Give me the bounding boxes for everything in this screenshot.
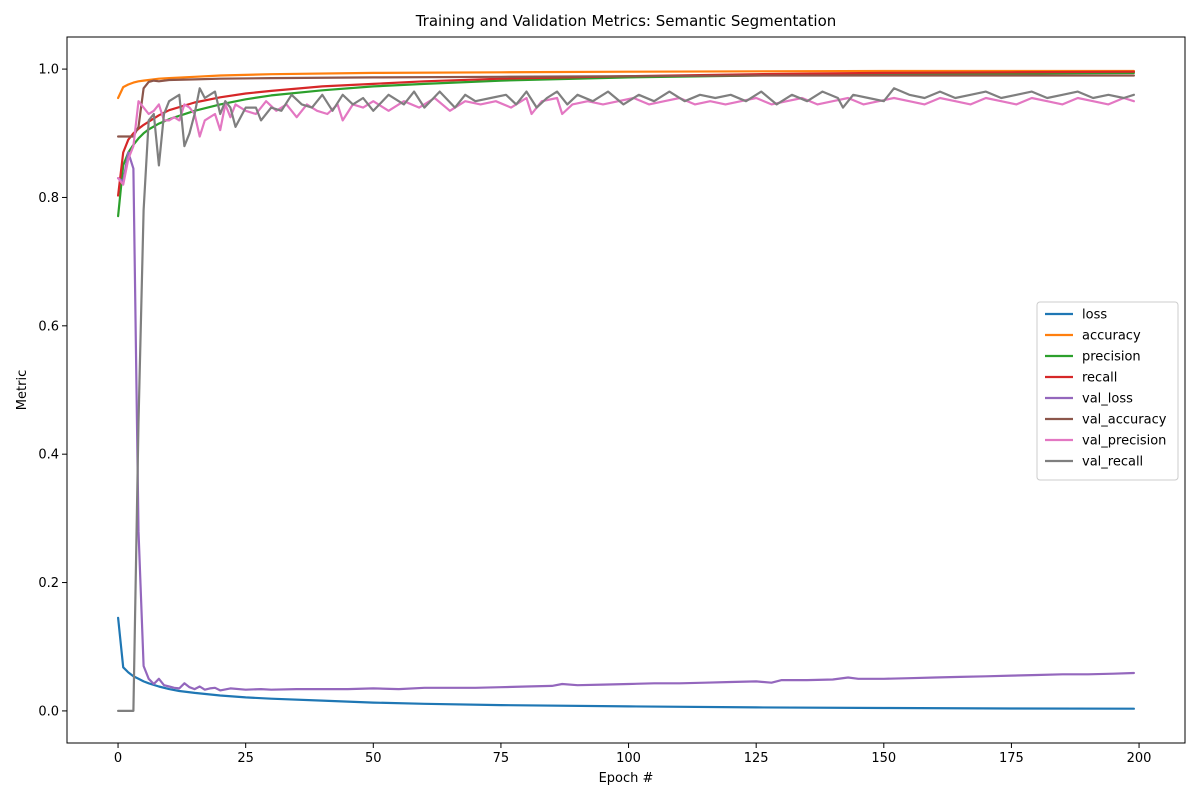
y-tick-label: 0.0: [38, 704, 59, 719]
y-tick-label: 0.6: [38, 319, 59, 334]
x-tick-label: 100: [616, 751, 641, 766]
x-tick-label: 175: [999, 751, 1024, 766]
series-line-accuracy: [116, 69, 1136, 100]
series-line-val-recall: [116, 87, 1136, 713]
legend-label: val_precision: [1082, 434, 1166, 449]
x-tick-label: 50: [365, 751, 382, 766]
series-line-val-loss: [116, 151, 1136, 692]
x-tick-label: 25: [237, 751, 254, 766]
legend-label: loss: [1082, 308, 1107, 323]
y-tick-label: 0.8: [38, 191, 59, 206]
x-tick-label: 200: [1127, 751, 1152, 766]
legend-label: val_loss: [1082, 392, 1133, 407]
plot-area: [116, 69, 1136, 713]
y-tick-label: 0.4: [38, 448, 59, 463]
x-tick-label: 150: [871, 751, 896, 766]
x-tick-label: 125: [744, 751, 769, 766]
y-axis: 0.0 0.2 0.4 0.6 0.8 1.0: [38, 63, 67, 719]
legend-box: [1036, 301, 1179, 481]
y-tick-label: 1.0: [38, 63, 59, 78]
x-tick-label: 75: [493, 751, 510, 766]
legend-label: val_recall: [1082, 455, 1143, 470]
legend-label: precision: [1082, 350, 1141, 365]
legend: loss accuracy precision recall val_loss val_a…: [1036, 301, 1179, 481]
y-axis-title: Metric: [15, 370, 30, 410]
legend-label: accuracy: [1082, 329, 1141, 344]
y-tick-label: 0.2: [38, 576, 59, 591]
x-axis-title: Epoch #: [599, 771, 654, 786]
legend-label: val_accuracy: [1082, 413, 1167, 428]
legend-label: recall: [1082, 371, 1117, 386]
x-tick-label: 0: [114, 751, 122, 766]
plot-frame: [66, 36, 1186, 744]
x-axis: 0 25 50 75 100 125 150 175 200: [114, 743, 1152, 766]
series-line-loss: [116, 616, 1136, 710]
chart-title: Training and Validation Metrics: Semanti…: [415, 12, 837, 30]
